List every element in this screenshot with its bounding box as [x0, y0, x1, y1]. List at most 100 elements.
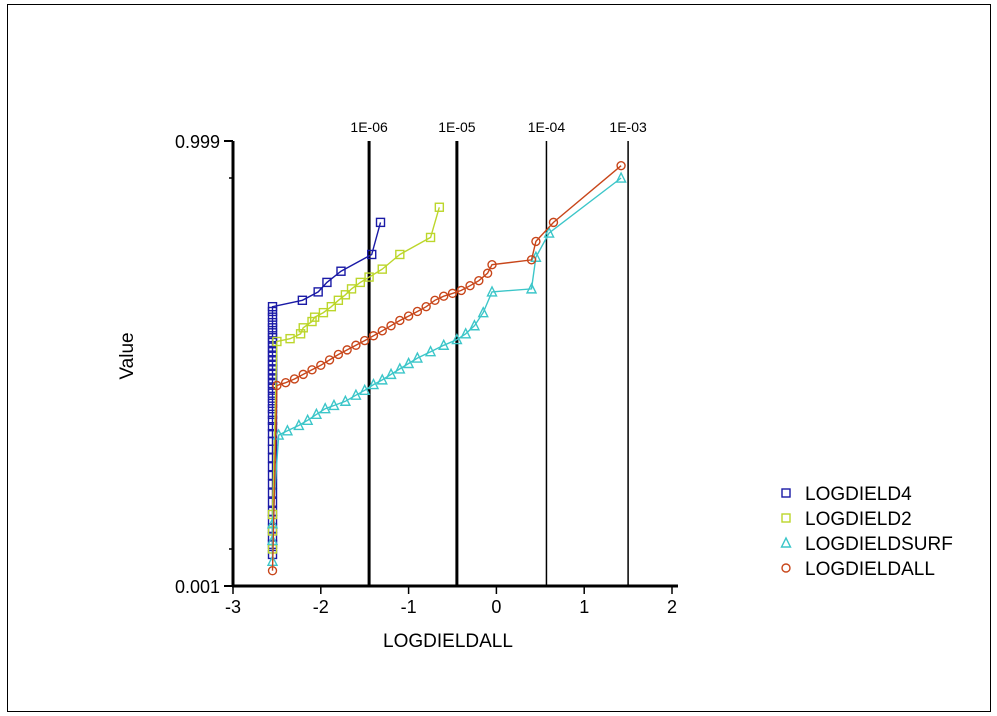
- data-point: [298, 323, 308, 333]
- legend-marker: [781, 563, 791, 573]
- data-point: [367, 377, 380, 390]
- series-logdield2: [267, 202, 445, 554]
- data-point: [474, 275, 484, 286]
- series-line: [271, 222, 382, 555]
- data-point: [267, 301, 278, 312]
- chart-frame: [7, 4, 991, 712]
- y-axis-title: Value: [117, 332, 138, 379]
- x-tick-label: -3: [225, 597, 241, 617]
- data-point: [487, 259, 497, 270]
- data-point: [355, 277, 366, 288]
- data-point: [482, 268, 493, 278]
- data-point: [526, 255, 537, 265]
- data-point: [297, 295, 308, 305]
- data-point: [272, 336, 282, 347]
- data-point: [376, 373, 388, 385]
- data-point: [298, 369, 308, 380]
- data-point: [324, 355, 335, 365]
- axes: [231, 141, 678, 588]
- data-point: [465, 281, 475, 291]
- series-logdieldall: [267, 160, 626, 576]
- reference-line-label: 1E-06: [350, 119, 388, 135]
- legend-label: LOGDIELDSURF: [805, 534, 953, 555]
- data-point: [438, 338, 450, 350]
- legend-marker: [780, 536, 792, 548]
- data-point: [280, 377, 291, 388]
- data-point: [326, 301, 337, 312]
- data-point: [377, 326, 387, 336]
- legend-item: LOGDIELDSURF: [780, 534, 953, 555]
- legend-item: LOGDIELD2: [781, 509, 912, 530]
- x-tick-label: 2: [667, 597, 677, 617]
- data-point: [267, 323, 278, 333]
- data-point: [447, 288, 458, 299]
- data-point: [316, 360, 326, 371]
- legend-label: LOGDIELDALL: [805, 559, 935, 580]
- data-point: [313, 287, 323, 297]
- data-point: [525, 282, 538, 294]
- data-point: [531, 236, 541, 247]
- data-point: [403, 311, 414, 321]
- data-point: [336, 266, 346, 276]
- data-point: [421, 301, 431, 312]
- data-point: [548, 217, 559, 228]
- legend-item: LOGDIELDALL: [781, 559, 935, 580]
- data-point: [430, 295, 440, 305]
- data-point: [385, 367, 397, 380]
- data-point: [333, 349, 344, 360]
- data-point: [267, 312, 278, 322]
- y-tick-label: 0.001: [175, 577, 220, 597]
- data-point: [266, 517, 279, 529]
- data-point: [477, 306, 489, 318]
- data-point: [281, 424, 294, 436]
- data-point: [301, 413, 314, 426]
- legend-label: LOGDIELD2: [805, 509, 912, 530]
- legend: LOGDIELD4 LOGDIELD2 LOGDIELDSURF LOGDIELDAL…: [780, 484, 953, 580]
- data-point: [368, 331, 379, 341]
- data-point: [307, 365, 317, 375]
- x-axis-title: LOGDIELDALL: [383, 631, 513, 652]
- data-point: [456, 285, 466, 296]
- x-tick-label: 0: [491, 597, 501, 617]
- data-point: [267, 306, 278, 317]
- data-point: [402, 356, 415, 369]
- data-point: [267, 317, 278, 328]
- data-point: [411, 351, 424, 363]
- data-point: [319, 402, 331, 414]
- data-point: [377, 264, 387, 274]
- data-point: [339, 394, 352, 406]
- data-point: [346, 284, 357, 294]
- data-point: [318, 307, 329, 318]
- data-point: [434, 202, 445, 212]
- data-point: [350, 388, 362, 400]
- data-point: [267, 566, 278, 576]
- reference-line-label: 1E-04: [528, 119, 566, 135]
- series-logdieldsurf: [266, 171, 627, 567]
- data-point: [364, 272, 374, 282]
- y-ticks: 0.999 0.001: [175, 132, 233, 597]
- data-point: [295, 329, 306, 339]
- data-point: [460, 327, 472, 339]
- x-tick-label: -1: [401, 597, 417, 617]
- data-point: [412, 306, 423, 317]
- data-point: [543, 226, 555, 238]
- data-point: [293, 418, 305, 431]
- data-point: [425, 232, 436, 243]
- data-point: [395, 315, 405, 326]
- data-point: [272, 380, 282, 391]
- legend-item: LOGDIELD4: [781, 484, 912, 505]
- data-point: [309, 312, 320, 322]
- data-point: [342, 345, 352, 355]
- data-point: [616, 160, 626, 171]
- legend-marker: [781, 488, 791, 498]
- x-tick-label: 1: [579, 597, 589, 617]
- legend-label: LOGDIELD4: [805, 484, 912, 505]
- legend-marker: [781, 513, 791, 523]
- data-point: [375, 217, 386, 228]
- data-point: [424, 345, 437, 357]
- data-point: [340, 290, 351, 300]
- x-tick-label: -2: [313, 597, 329, 617]
- series-line: [271, 165, 622, 571]
- data-point: [360, 335, 370, 346]
